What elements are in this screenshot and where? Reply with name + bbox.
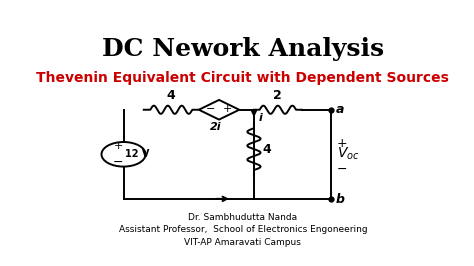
Text: a: a: [336, 103, 344, 116]
Text: DC Nework Analysis: DC Nework Analysis: [102, 37, 384, 61]
Text: i: i: [258, 113, 262, 123]
Text: −: −: [337, 163, 347, 176]
Text: −: −: [206, 104, 216, 114]
Text: +: +: [222, 104, 232, 114]
Text: b: b: [336, 193, 345, 206]
Text: −: −: [113, 156, 123, 169]
Text: +: +: [337, 136, 347, 149]
Text: +: +: [113, 141, 123, 151]
Text: Thevenin Equivalent Circuit with Dependent Sources: Thevenin Equivalent Circuit with Depende…: [36, 71, 449, 85]
Text: 12 V: 12 V: [125, 149, 150, 159]
Text: 2: 2: [273, 89, 282, 102]
Text: 4: 4: [262, 143, 271, 156]
Text: 4: 4: [167, 89, 176, 102]
Text: VIT-AP Amaravati Campus: VIT-AP Amaravati Campus: [184, 238, 301, 247]
Text: $V_{oc}$: $V_{oc}$: [337, 146, 359, 163]
Text: Dr. Sambhudutta Nanda: Dr. Sambhudutta Nanda: [188, 213, 298, 222]
Text: Assistant Professor,  School of Electronics Engoneering: Assistant Professor, School of Electroni…: [118, 226, 367, 234]
Text: 2i: 2i: [210, 122, 222, 132]
